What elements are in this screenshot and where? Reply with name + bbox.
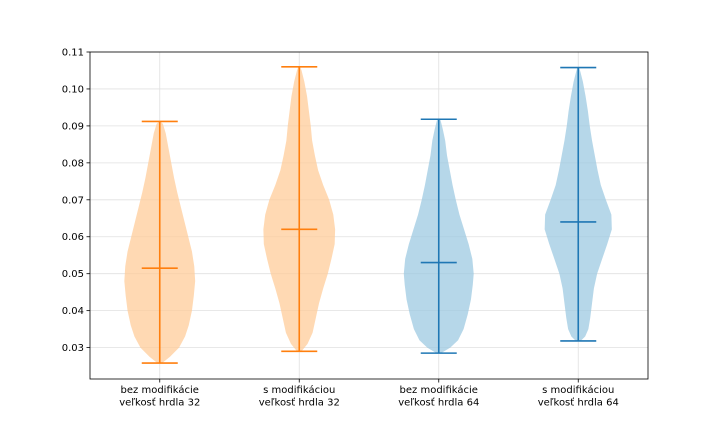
y-tick-label: 0.05 (62, 269, 84, 280)
x-tick-label: veľkosť hrdla 32 (259, 397, 340, 409)
y-tick-label: 0.04 (62, 306, 84, 317)
y-tick-label: 0.08 (62, 158, 84, 169)
y-tick-label: 0.09 (62, 121, 84, 132)
x-tick-label: s modifikáciou (542, 384, 614, 396)
y-tick-label: 0.03 (62, 343, 84, 354)
x-tick-label: veľkosť hrdla 32 (119, 397, 200, 409)
x-tick-label: bez modifikácie (121, 384, 199, 396)
stats-layer (141, 65, 597, 364)
x-tick-label: bez modifikácie (400, 384, 478, 396)
y-tick-label: 0.10 (62, 84, 84, 95)
y-tick-label: 0.06 (62, 232, 84, 243)
plot-frame (89, 51, 649, 380)
x-tick-label: s modifikáciou (263, 384, 335, 396)
y-tick-label: 0.11 (62, 48, 84, 59)
y-tick-label: 0.07 (62, 195, 84, 206)
y-axis: 0.03 0.04 0.05 0.06 0.07 0.08 0.09 0.10 0.11 (62, 48, 90, 354)
x-tick-label: veľkosť hrdla 64 (538, 397, 619, 409)
x-tick-label: veľkosť hrdla 64 (398, 397, 479, 409)
